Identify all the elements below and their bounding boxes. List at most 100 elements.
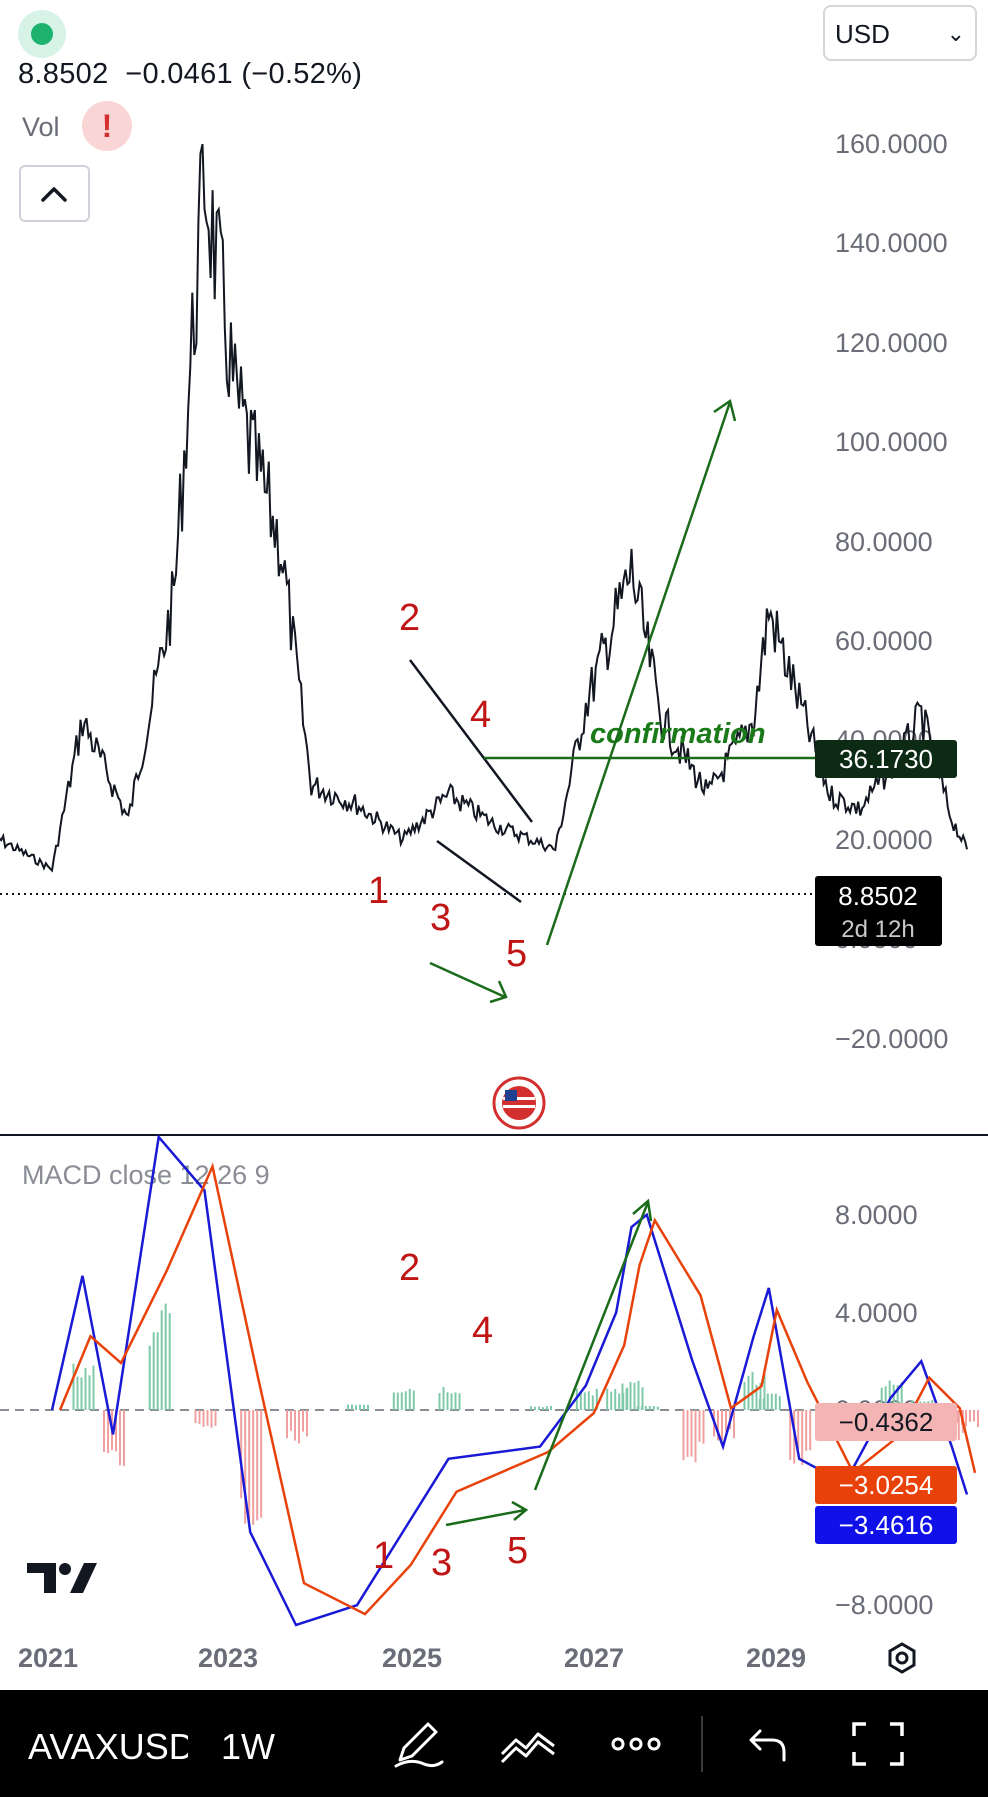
pencil-icon[interactable] [390,1718,450,1770]
last-price-tag: 8.8502 2d 12h [815,876,942,946]
wave-labels-macd: 2 4 1 3 5 [373,1247,528,1584]
us-flag-icon[interactable] [492,1076,546,1130]
histogram-bar [957,1410,959,1424]
collapse-legend-button[interactable] [19,165,90,222]
histogram-bar [595,1388,598,1410]
interval-button[interactable]: 1W [221,1726,275,1767]
macd-axis-label: −8.0000 [835,1590,933,1620]
small-projection-arrow [429,961,508,1004]
histogram-bar [194,1410,197,1424]
histogram-value-tag: −0.4362 [815,1403,957,1441]
histogram-bar [359,1404,361,1410]
macd-wave-label-3: 3 [431,1542,452,1584]
volume-label[interactable]: Vol [22,112,60,142]
histogram-bar [152,1332,155,1410]
histogram-bar [202,1410,205,1427]
macd-value: −3.4616 [839,1510,934,1540]
histogram-bar [244,1410,247,1524]
price-axis: 160.0000 140.0000 120.0000 100.0000 80.0… [835,129,948,1054]
histogram-bar [698,1410,701,1442]
undo-icon[interactable] [736,1718,796,1770]
wave-label-4: 4 [470,694,491,736]
last-price: 8.8502 [18,58,109,90]
price-change-pct: (−0.52%) [241,58,363,90]
price-line [0,143,968,873]
histogram-bar [248,1410,251,1521]
histogram-bar [530,1406,532,1410]
histogram-bar [450,1393,453,1410]
histogram-bar [965,1410,967,1427]
toolbar-divider [701,1716,703,1772]
histogram-bar [92,1365,95,1410]
histogram-bar [977,1410,979,1427]
breakout-arrow [545,398,737,946]
macd-wave-label-2: 2 [399,1247,420,1289]
histogram-bar [641,1387,644,1410]
macd-axis-label: 4.0000 [835,1298,918,1328]
histogram-bar [164,1303,167,1410]
drawing-tools-icon[interactable] [498,1718,558,1770]
histogram-bar [778,1396,781,1410]
countdown-value: 2d 12h [841,916,914,943]
macd-label[interactable]: MACD close 12 26 9 [22,1160,270,1190]
volume-warning-icon[interactable]: ! [82,101,132,151]
histogram-bar [123,1410,125,1466]
histogram-bar [610,1391,613,1410]
histogram-bar [694,1410,697,1463]
histogram-bar [770,1393,773,1410]
settings-icon[interactable] [888,1642,916,1674]
currency-value: USD [835,19,890,49]
macd-small-arrow [445,1500,529,1527]
symbol-button[interactable]: AVAXUSD [28,1726,188,1767]
histogram-bar [72,1363,75,1410]
histogram-bar [973,1410,975,1422]
fullscreen-icon[interactable] [848,1718,908,1770]
histogram-bar [640,1406,643,1410]
wave-label-1: 1 [368,870,389,912]
histogram-bar [743,1381,746,1410]
histogram-bar [351,1404,353,1410]
time-axis[interactable]: 2021 2023 2025 2027 2029 [18,1643,806,1673]
histogram-bar [618,1393,621,1410]
histogram-bar [286,1410,288,1439]
histogram-bar [900,1382,903,1410]
histogram-bar [119,1410,121,1466]
time-axis-label: 2023 [198,1643,258,1673]
histogram-bar [76,1376,79,1410]
histogram-bar [438,1393,441,1410]
wave-label-5: 5 [506,933,527,975]
histogram-bar [542,1407,544,1410]
histogram-bar [717,1410,719,1441]
histogram-bar [534,1406,536,1410]
histogram-bar [690,1410,693,1457]
wave-label-2: 2 [399,597,420,639]
signal-value: −3.0254 [839,1470,934,1500]
histogram-bar [725,1410,727,1432]
price-change: −0.0461 [125,58,233,90]
histogram-bar [636,1406,639,1410]
histogram-bar [789,1410,792,1461]
histogram-bar [797,1410,800,1450]
histogram-bar [644,1406,647,1410]
histogram-bar [809,1410,812,1451]
histogram-bar [442,1386,445,1410]
histogram-bar [969,1410,971,1422]
time-axis-label: 2021 [18,1643,78,1673]
currency-select[interactable]: USD ⌄ [823,5,977,61]
histogram-bar [583,1392,586,1410]
price-axis-label: 120.0000 [835,328,948,358]
tradingview-logo[interactable] [27,1563,97,1593]
histogram-bar [252,1410,255,1525]
histogram-bar [206,1410,209,1426]
histogram-bar [546,1406,548,1410]
histogram-bar [404,1391,407,1410]
confirmation-price-tag: 36.1730 [815,740,957,778]
time-axis-label: 2025 [382,1643,442,1673]
macd-wave-label-4: 4 [472,1310,493,1352]
histogram-bar [260,1410,263,1518]
chart-canvas[interactable]: 160.0000 140.0000 120.0000 100.0000 80.0… [0,0,988,1690]
price-axis-label: 80.0000 [835,527,933,557]
more-icon[interactable] [606,1718,666,1770]
histogram-bar [214,1410,217,1426]
histogram-bar [88,1375,91,1410]
